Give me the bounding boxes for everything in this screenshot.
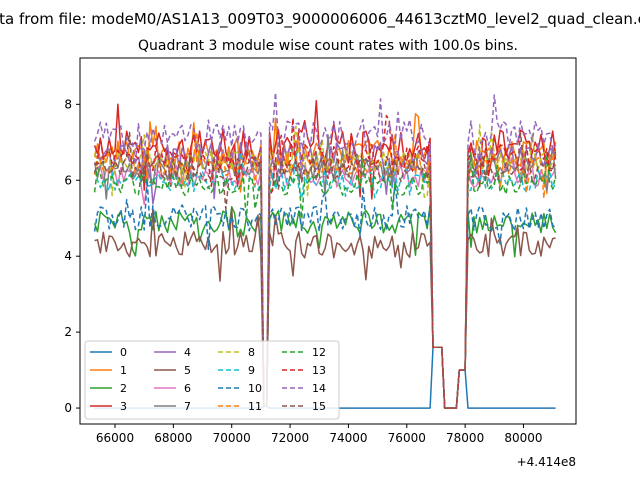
legend-label: 7 — [184, 400, 191, 413]
plot-frame — [79, 57, 577, 425]
y-tick-label: 4 — [64, 249, 72, 263]
chart-title: Quadrant 3 module wise count rates with … — [138, 38, 518, 54]
legend-label: 6 — [184, 382, 191, 395]
legend-label: 15 — [312, 400, 326, 413]
y-tick-label: 6 — [64, 173, 72, 187]
x-axis-offset-label: +4.414e8 — [517, 455, 576, 469]
y-axis: 0 2 4 6 8 — [64, 97, 80, 415]
legend-label: 10 — [248, 382, 262, 395]
legend-label: 5 — [184, 364, 191, 377]
series-line-8 — [93, 124, 557, 409]
y-tick-label: 2 — [64, 325, 72, 339]
legend-label: 3 — [120, 400, 127, 413]
legend-label: 11 — [248, 400, 262, 413]
legend-label: 4 — [184, 346, 191, 359]
series-line-12 — [93, 151, 557, 409]
x-tick-label: 72000 — [271, 431, 309, 445]
x-tick-label: 78000 — [446, 431, 484, 445]
series-line-9 — [93, 150, 557, 409]
legend-label: 2 — [120, 382, 127, 395]
legend-label: 8 — [248, 346, 255, 359]
y-tick-label: 0 — [64, 401, 72, 415]
x-tick-label: 70000 — [213, 431, 251, 445]
legend-label: 0 — [120, 346, 127, 359]
legend-box — [84, 340, 340, 420]
figure-suptitle: Data from file: modeM0/AS1A13_009T03_900… — [0, 10, 640, 29]
y-tick-label: 8 — [64, 97, 72, 111]
x-axis: 66000 68000 70000 72000 74000 76000 78000 80000 — [96, 424, 543, 445]
series-line-11 — [93, 131, 557, 409]
series-line-14 — [93, 91, 557, 409]
x-tick-label: 76000 — [388, 431, 426, 445]
x-tick-label: 66000 — [96, 431, 134, 445]
legend-label: 1 — [120, 364, 127, 377]
series-line-5 — [94, 208, 556, 409]
x-tick-label: 68000 — [154, 431, 192, 445]
legend-label: 14 — [312, 382, 326, 395]
legend-label: 13 — [312, 364, 326, 377]
legend-label: 12 — [312, 346, 326, 359]
legend-label: 9 — [248, 364, 255, 377]
series-line-2 — [93, 203, 557, 409]
series-line-10 — [93, 178, 557, 409]
x-tick-label: 74000 — [329, 431, 367, 445]
x-tick-label: 80000 — [504, 431, 542, 445]
series-layer — [93, 91, 557, 409]
